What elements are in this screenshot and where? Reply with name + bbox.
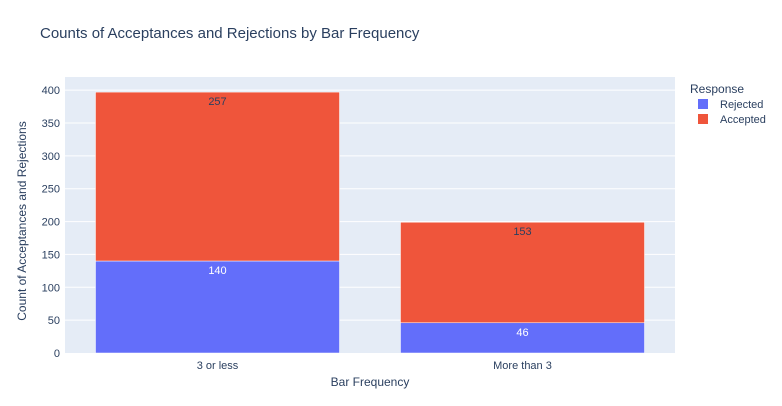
- y-tick-label: 300: [42, 151, 60, 163]
- bar-accepted: [95, 91, 340, 262]
- x-axis-ticks: 3 or less More than 3: [197, 360, 552, 372]
- y-tick-label: 100: [42, 282, 60, 294]
- x-tick-label: More than 3: [493, 360, 552, 372]
- bar-rejected: [400, 322, 645, 354]
- bars: [95, 91, 645, 354]
- y-tick-label: 200: [42, 217, 60, 229]
- y-tick-label: 50: [48, 315, 60, 327]
- legend-entry: Accepted: [720, 114, 766, 126]
- legend: Response Rejected Accepted: [690, 82, 766, 126]
- y-axis-label: Count of Acceptances and Rejections: [15, 121, 29, 320]
- legend-swatch-rejected: [698, 99, 708, 109]
- data-label: 140: [208, 265, 226, 277]
- data-labels: 140 257 46 153: [208, 96, 531, 339]
- legend-entry: Rejected: [720, 99, 763, 111]
- bar-rejected: [95, 260, 340, 354]
- legend-swatch-accepted: [698, 114, 708, 124]
- chart-title: Counts of Acceptances and Rejections by …: [40, 25, 420, 42]
- y-tick-label: 350: [42, 118, 60, 130]
- data-label: 153: [513, 226, 531, 238]
- y-tick-label: 250: [42, 184, 60, 196]
- y-tick-label: 150: [42, 249, 60, 261]
- y-tick-label: 0: [54, 348, 60, 360]
- legend-title: Response: [690, 82, 744, 96]
- y-axis-ticks: 0 50 100 150 200 250 300 350 400: [42, 85, 60, 360]
- x-axis-label: Bar Frequency: [331, 375, 410, 389]
- x-tick-label: 3 or less: [197, 360, 239, 372]
- data-label: 257: [208, 96, 226, 108]
- bar-accepted: [400, 221, 645, 324]
- y-tick-label: 400: [42, 85, 60, 97]
- data-label: 46: [516, 327, 528, 339]
